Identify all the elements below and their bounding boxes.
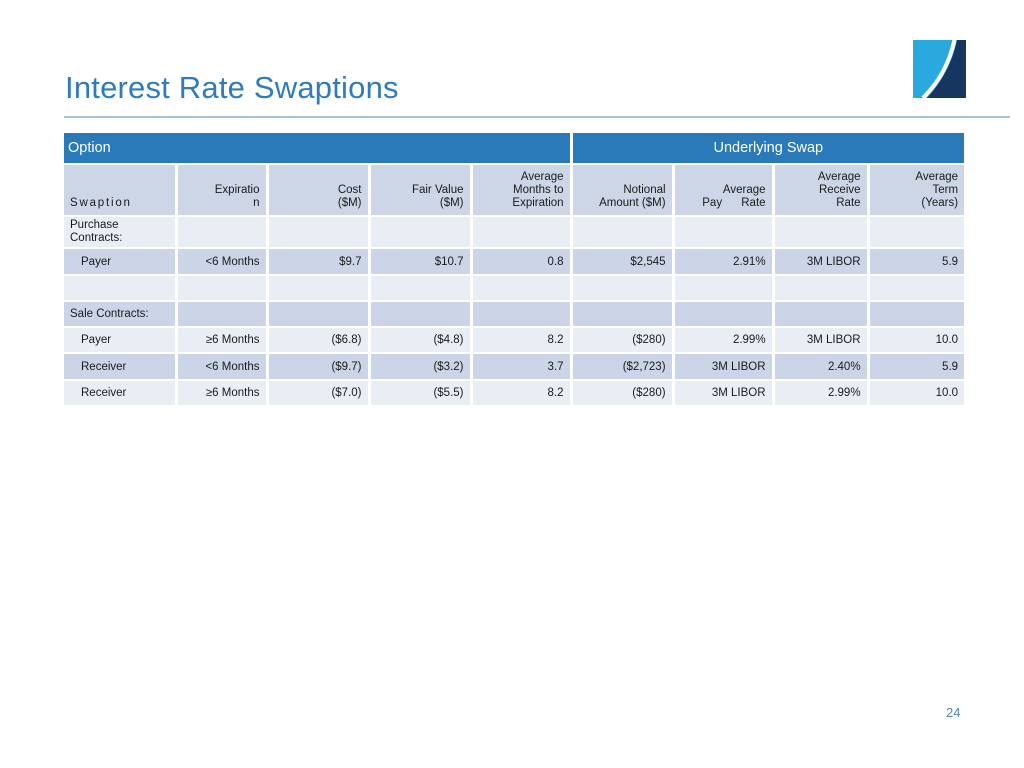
- table-cell: ≥6 Months: [176, 380, 269, 407]
- group-header-underlying-swap: Underlying Swap: [571, 133, 965, 165]
- table-cell: [571, 301, 675, 328]
- table-column-header-row: Swaption Expiratio n Cost ($M) Fair Valu…: [64, 164, 965, 217]
- table-cell: $9.7: [267, 248, 371, 276]
- table-cell: 3M LIBOR: [773, 327, 870, 354]
- table-cell: [369, 216, 473, 249]
- table-cell: ($7.0): [267, 380, 371, 407]
- table-cell: 0.8: [471, 248, 573, 276]
- table-cell: Sale Contracts:: [64, 301, 178, 328]
- table-row-purchase-payer: Payer <6 Months $9.7 $10.7 0.8 $2,545 2.…: [64, 248, 965, 276]
- table-cell: Payer: [64, 248, 178, 276]
- table-cell: [471, 301, 573, 328]
- table-cell: ≥6 Months: [176, 327, 269, 354]
- table-cell: 2.99%: [773, 380, 870, 407]
- column-header-avg-receive-rate: Average Receive Rate: [773, 164, 870, 217]
- column-header-cost: Cost ($M): [267, 164, 371, 217]
- table-cell: [267, 301, 371, 328]
- table-cell: 2.40%: [773, 353, 870, 381]
- table-cell: 2.99%: [673, 327, 775, 354]
- page-number: 24: [946, 705, 961, 720]
- table-cell: ($4.8): [369, 327, 473, 354]
- table-cell: [176, 301, 269, 328]
- table-cell: [369, 301, 473, 328]
- table-row-sale-receiver-1: Receiver <6 Months ($9.7) ($3.2) 3.7 ($2…: [64, 353, 965, 381]
- table-cell: $2,545: [571, 248, 675, 276]
- table-cell: 3M LIBOR: [773, 248, 870, 276]
- table-cell: [267, 216, 371, 249]
- table-cell: ($3.2): [369, 353, 473, 381]
- column-header-avg-months-to-expiration: Average Months to Expiration: [471, 164, 573, 217]
- table-cell: ($9.7): [267, 353, 371, 381]
- column-header-notional-amount: Notional Amount ($M): [571, 164, 675, 217]
- column-header-avg-term: Average Term (Years): [868, 164, 965, 217]
- table-cell: Receiver: [64, 353, 178, 381]
- table-cell: [471, 275, 573, 302]
- table-cell: [571, 216, 675, 249]
- table-cell: [176, 275, 269, 302]
- table-cell: Purchase Contracts:: [64, 216, 178, 249]
- table-row-empty: [64, 275, 965, 302]
- table-cell: [673, 301, 775, 328]
- table-cell: [64, 275, 178, 302]
- table-cell: 3M LIBOR: [673, 380, 775, 407]
- table-cell: ($2,723): [571, 353, 675, 381]
- table-cell: [868, 275, 965, 302]
- group-header-option: Option: [64, 133, 573, 165]
- table-cell: [471, 216, 573, 249]
- table-cell: 8.2: [471, 327, 573, 354]
- title-divider: [64, 116, 1010, 118]
- table-cell: <6 Months: [176, 248, 269, 276]
- table-cell: [673, 275, 775, 302]
- table-cell: [868, 216, 965, 249]
- table-row-sale-contracts: Sale Contracts:: [64, 301, 965, 328]
- column-header-avg-pay-rate: Average Pay Rate: [673, 164, 775, 217]
- table-cell: [267, 275, 371, 302]
- table-cell: ($280): [571, 327, 675, 354]
- table-cell: Payer: [64, 327, 178, 354]
- column-header-swaption: Swaption: [64, 164, 178, 217]
- swaptions-table: Option Underlying Swap Swaption Expirati…: [64, 133, 965, 407]
- column-header-fair-value: Fair Value ($M): [369, 164, 473, 217]
- table-group-header-row: Option Underlying Swap: [64, 133, 965, 165]
- table-cell: ($5.5): [369, 380, 473, 407]
- table-row-sale-payer: Payer ≥6 Months ($6.8) ($4.8) 8.2 ($280)…: [64, 327, 965, 354]
- table-cell: 3M LIBOR: [673, 353, 775, 381]
- column-header-expiration: Expiratio n: [176, 164, 269, 217]
- table-cell: 8.2: [471, 380, 573, 407]
- table-cell: 5.9: [868, 353, 965, 381]
- table-cell: [773, 216, 870, 249]
- table-cell: [369, 275, 473, 302]
- table-cell: [773, 275, 870, 302]
- table-cell: 10.0: [868, 327, 965, 354]
- table-cell: [868, 301, 965, 328]
- table-cell: ($6.8): [267, 327, 371, 354]
- table-row-sale-receiver-2: Receiver ≥6 Months ($7.0) ($5.5) 8.2 ($2…: [64, 380, 965, 407]
- table-cell: ($280): [571, 380, 675, 407]
- table-cell: 5.9: [868, 248, 965, 276]
- page-title: Interest Rate Swaptions: [65, 70, 399, 105]
- table-cell: 2.91%: [673, 248, 775, 276]
- table-cell: 10.0: [868, 380, 965, 407]
- table-cell: <6 Months: [176, 353, 269, 381]
- table-cell: [571, 275, 675, 302]
- table-row-purchase-contracts: Purchase Contracts:: [64, 216, 965, 249]
- table-cell: [773, 301, 870, 328]
- table-cell: [673, 216, 775, 249]
- table-cell: $10.7: [369, 248, 473, 276]
- table-cell: [176, 216, 269, 249]
- company-logo-icon: [913, 39, 966, 100]
- table-cell: 3.7: [471, 353, 573, 381]
- table-cell: Receiver: [64, 380, 178, 407]
